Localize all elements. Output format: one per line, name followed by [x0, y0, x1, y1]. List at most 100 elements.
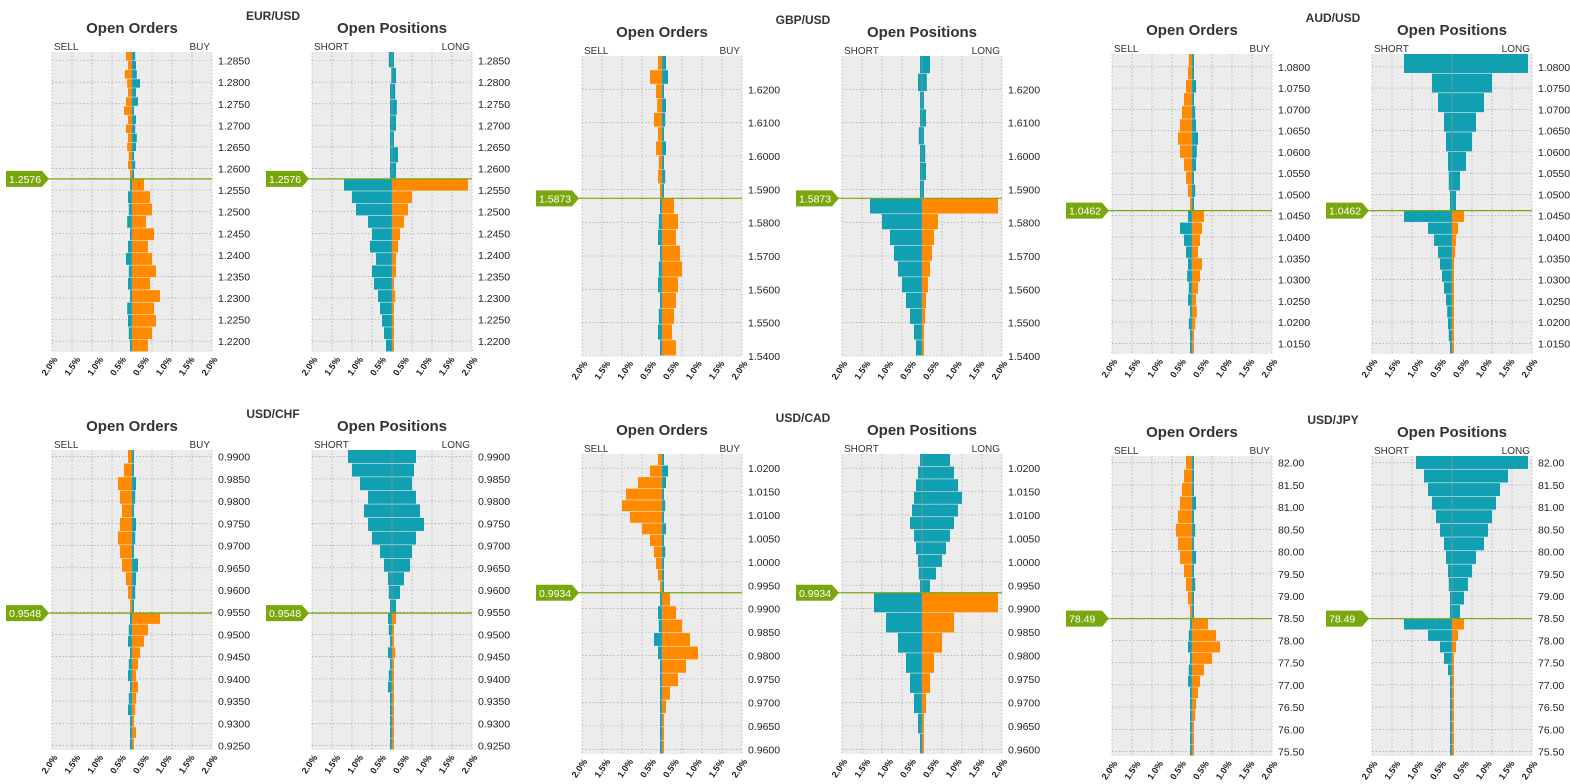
- bar-buy: [662, 169, 666, 184]
- y-tick-label: 1.5700: [748, 251, 780, 263]
- pair-title: GBP/USD: [776, 13, 831, 27]
- y-tick-label: 0.9300: [218, 718, 250, 730]
- bar-sell: [1178, 510, 1192, 524]
- x-tick-label: 2.0%: [40, 753, 60, 776]
- bar-sell: [130, 228, 132, 241]
- bar-sell: [1190, 687, 1192, 699]
- bar-sell: [1180, 222, 1192, 234]
- bar-long: [1452, 733, 1454, 744]
- bar-buy: [132, 265, 156, 278]
- bar-long: [1452, 591, 1464, 605]
- bar-buy: [1192, 210, 1204, 222]
- bar-long: [392, 658, 394, 670]
- bar-buy: [662, 277, 678, 293]
- bar-buy: [662, 340, 676, 356]
- x-tick-label: 0.5%: [1428, 759, 1448, 782]
- bar-long: [922, 180, 924, 198]
- x-tick-label: 0.5%: [1451, 759, 1471, 782]
- bar-short: [902, 277, 922, 293]
- y-tick-label: 0.9400: [218, 674, 250, 686]
- bar-buy: [1192, 119, 1196, 132]
- bar-short: [912, 504, 922, 517]
- bar-short: [1440, 523, 1452, 537]
- bar-short: [390, 599, 392, 613]
- bar-sell: [1188, 294, 1192, 306]
- bar-long: [392, 670, 394, 681]
- y-tick-label: 0.9900: [478, 452, 510, 464]
- bar-long: [922, 214, 938, 230]
- bar-sell: [126, 97, 132, 106]
- bar-long: [922, 245, 932, 261]
- bar-short: [348, 450, 392, 463]
- bar-buy: [1192, 158, 1196, 171]
- bar-buy: [662, 56, 666, 70]
- bar-short: [1448, 318, 1452, 330]
- x-tick-label: 0.5%: [921, 359, 941, 382]
- bar-sell: [128, 265, 132, 278]
- bar-long: [392, 240, 398, 253]
- bar-sell: [658, 569, 662, 581]
- bar-long: [392, 228, 400, 241]
- current-price-marker: [1326, 610, 1369, 627]
- bar-sell: [630, 511, 662, 523]
- pair-title: EUR/USD: [246, 9, 300, 23]
- y-tick-label: 1.0150: [748, 487, 780, 499]
- bar-long: [392, 450, 416, 463]
- bar-long: [392, 647, 396, 659]
- y-tick-label: 0.9500: [478, 629, 510, 641]
- y-tick-label: 1.0100: [748, 510, 780, 522]
- y-tick-label: 1.0550: [1278, 168, 1310, 180]
- bar-sell: [130, 738, 132, 750]
- x-tick-label: 1.5%: [592, 359, 612, 382]
- y-tick-label: 0.9800: [1008, 651, 1040, 663]
- y-tick-label: 1.2750: [478, 99, 510, 111]
- bar-buy: [132, 463, 134, 477]
- bar-short: [356, 203, 392, 216]
- bar-buy: [662, 245, 680, 261]
- y-tick-label: 81.00: [1278, 502, 1304, 514]
- bar-long: [392, 558, 410, 572]
- y-tick-label: 0.9650: [218, 563, 250, 575]
- y-tick-label: 0.9550: [478, 607, 510, 619]
- x-tick-label: 0.5%: [638, 757, 658, 780]
- bar-sell: [118, 477, 132, 491]
- bar-long: [922, 592, 998, 613]
- y-tick-label: 1.2250: [218, 315, 250, 327]
- x-tick-label: 2.0%: [570, 359, 590, 382]
- y-tick-label: 0.9700: [218, 541, 250, 553]
- bar-long: [1452, 270, 1454, 282]
- current-price-label: 0.9934: [539, 588, 571, 600]
- bar-long: [392, 681, 394, 693]
- bar-buy: [132, 52, 136, 61]
- x-tick-label: 1.5%: [592, 757, 612, 780]
- bar-long: [392, 83, 396, 99]
- bar-buy: [1192, 270, 1200, 282]
- bar-sell: [660, 592, 662, 606]
- y-tick-label: 1.0050: [748, 533, 780, 545]
- bar-buy: [1192, 80, 1196, 93]
- bar-buy: [132, 178, 144, 191]
- bar-buy: [662, 127, 664, 141]
- y-tick-label: 1.0150: [1538, 338, 1570, 350]
- bar-sell: [658, 324, 662, 340]
- x-tick-label: 0.5%: [638, 359, 658, 382]
- bar-buy: [132, 97, 138, 106]
- bar-buy: [1192, 510, 1194, 524]
- bar-buy: [132, 613, 160, 624]
- bar-sell: [1190, 618, 1192, 630]
- bar-sell: [128, 450, 132, 463]
- bar-short: [1444, 282, 1452, 294]
- bar-long: [1452, 496, 1496, 510]
- y-tick-label: 1.0450: [1278, 211, 1310, 223]
- bar-sell: [1180, 145, 1192, 158]
- y-tick-label: 78.50: [1538, 613, 1564, 625]
- bar-short: [1428, 222, 1452, 234]
- bar-buy: [132, 215, 146, 228]
- sell-label: SELL: [1114, 446, 1139, 457]
- x-tick-label: 1.0%: [875, 359, 895, 382]
- bar-buy: [132, 142, 136, 152]
- buy-label: BUY: [189, 42, 210, 53]
- positions-title: Open Positions: [867, 24, 977, 41]
- bar-short: [920, 56, 922, 74]
- bar-sell: [658, 646, 662, 660]
